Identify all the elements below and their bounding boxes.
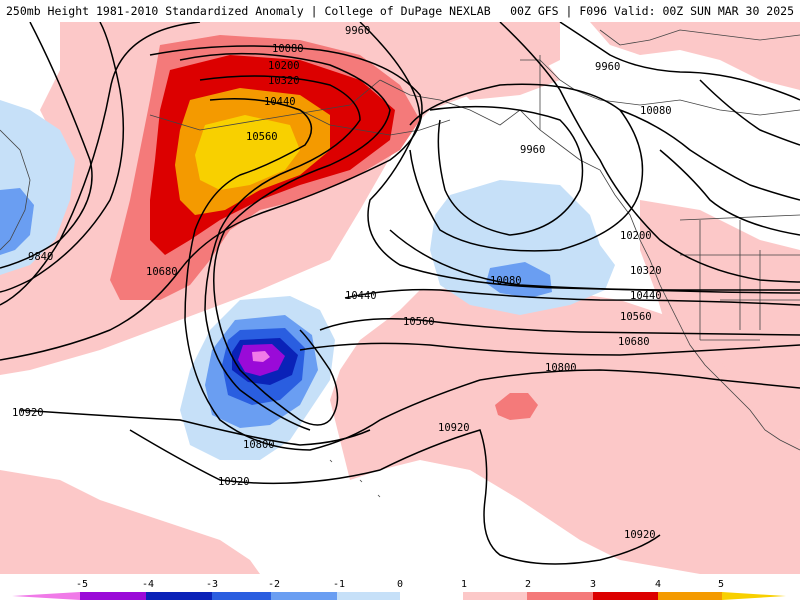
colorbar-tick-label: 5 xyxy=(718,579,724,590)
contour-label: 10680 xyxy=(618,336,650,348)
colorbar-segment xyxy=(146,592,212,600)
contour-label: 10200 xyxy=(268,60,300,72)
contour-label: 9960 xyxy=(595,61,620,73)
contour-label: 10560 xyxy=(246,131,278,143)
map-canvas: 9960 9960 9960 10080 10080 10080 10200 1… xyxy=(0,22,800,574)
anomaly-map: 9960 9960 9960 10080 10080 10080 10200 1… xyxy=(0,22,800,574)
colorbar-ticks: -5 -4 -3 -2 -1 0 1 2 3 4 5 xyxy=(76,579,724,590)
contour-label: 10200 xyxy=(620,230,652,242)
contour-label: 10680 xyxy=(146,266,178,278)
contour-label: 10440 xyxy=(630,290,662,302)
height-contours xyxy=(0,22,800,565)
contour-label: 10920 xyxy=(218,476,250,488)
colorbar-segment xyxy=(80,592,146,600)
contour-label: 10920 xyxy=(624,529,656,541)
colorbar-tick-label: 2 xyxy=(525,579,531,590)
contour-label: 10440 xyxy=(345,290,377,302)
colorbar-segment xyxy=(463,592,527,600)
colorbar-tick-label: 3 xyxy=(590,579,596,590)
colorbar-segment xyxy=(593,592,658,600)
contour-label: 9960 xyxy=(345,25,370,37)
colorbar-tick-label: -5 xyxy=(76,579,88,590)
contour-label: 10320 xyxy=(630,265,662,277)
contour-labels: 9960 9960 9960 10080 10080 10080 10200 1… xyxy=(12,25,672,541)
anomaly-shading xyxy=(0,22,800,574)
colorbar-canvas: -5 -4 -3 -2 -1 0 1 2 3 4 5 xyxy=(12,579,786,600)
contour-label: 10320 xyxy=(268,75,300,87)
colorbar-segment xyxy=(337,592,400,600)
colorbar-segment xyxy=(658,592,722,600)
contour-label: 9960 xyxy=(520,144,545,156)
colorbar-segment xyxy=(527,592,593,600)
map-title: 250mb Height 1981-2010 Standardized Anom… xyxy=(6,4,491,18)
colorbar-tick-label: 0 xyxy=(397,579,403,590)
colorbar: -5 -4 -3 -2 -1 0 1 2 3 4 5 xyxy=(0,574,800,600)
model-valid-time: 00Z GFS | F096 Valid: 00Z SUN MAR 30 202… xyxy=(510,4,794,18)
contour-label: 10080 xyxy=(490,275,522,287)
contour-label: 10920 xyxy=(438,422,470,434)
colorbar-tick-label: -1 xyxy=(333,579,345,590)
colorbar-segment xyxy=(212,592,271,600)
colorbar-tick-label: -3 xyxy=(206,579,218,590)
anomaly-plus1-southwest xyxy=(0,470,260,574)
anomaly-plus1-nw-pocket xyxy=(440,54,560,100)
contour-label: 10920 xyxy=(12,407,44,419)
colorbar-tick-label: 4 xyxy=(655,579,661,590)
map-header: 250mb Height 1981-2010 Standardized Anom… xyxy=(0,0,800,22)
contour-label: 10560 xyxy=(620,311,652,323)
contour-label: 9840 xyxy=(28,251,53,263)
colorbar-tick-label: -2 xyxy=(268,579,280,590)
contour-label: 10080 xyxy=(272,43,304,55)
colorbar-segments xyxy=(12,592,786,600)
anomaly-plus1-central-band xyxy=(330,285,800,574)
anomaly-plus2-small xyxy=(495,393,538,420)
anomaly-plus1-ne xyxy=(590,22,800,90)
colorbar-segment xyxy=(400,592,463,600)
anomaly-plus5 xyxy=(195,115,300,190)
contour-label: 10800 xyxy=(243,439,275,451)
contour-label: 10440 xyxy=(264,96,296,108)
colorbar-segment xyxy=(722,592,786,600)
contour-label: 10800 xyxy=(545,362,577,374)
colorbar-tick-label: 1 xyxy=(461,579,467,590)
colorbar-segment xyxy=(12,592,80,600)
coastlines xyxy=(0,29,800,498)
contour-label: 10560 xyxy=(403,316,435,328)
colorbar-tick-label: -4 xyxy=(142,579,154,590)
anomaly-minus6-central xyxy=(252,351,270,362)
colorbar-segment xyxy=(271,592,337,600)
anomaly-minus2-ne-pacific xyxy=(486,262,552,298)
contour-label: 10080 xyxy=(640,105,672,117)
